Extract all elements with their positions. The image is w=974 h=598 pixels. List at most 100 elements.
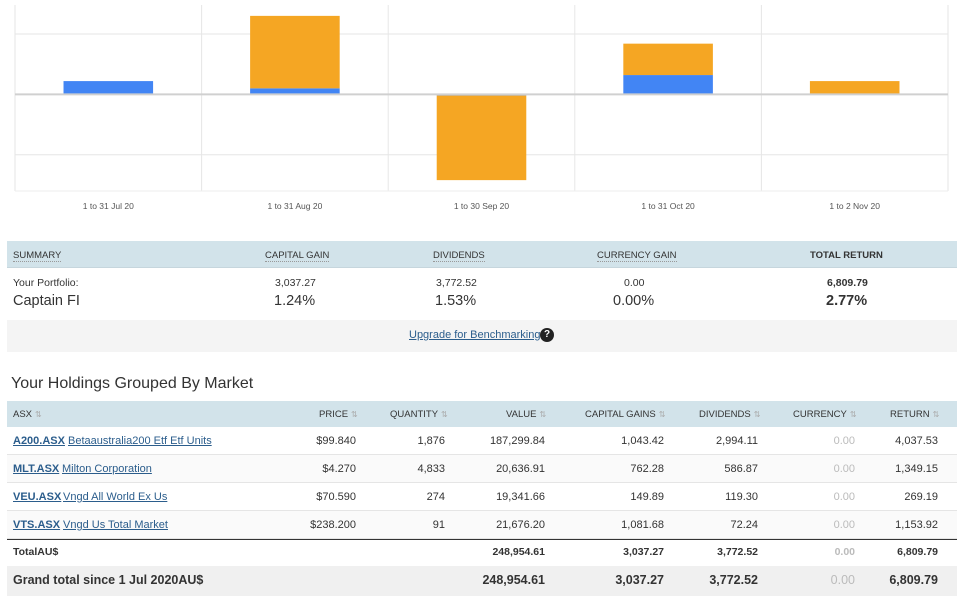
- summary-panel: SUMMARY CAPITAL GAIN DIVIDENDS CURRENCY …: [7, 241, 957, 352]
- capital-gain-pct: 1.24%: [274, 293, 316, 309]
- holding-dividends: 2,994.11: [715, 435, 758, 447]
- dividends-value: 3,772.52: [436, 277, 477, 289]
- holding-return: 1,349.15: [895, 463, 938, 475]
- dividends-pct: 1.53%: [435, 293, 477, 309]
- col-return[interactable]: RETURN ⇅: [890, 409, 939, 420]
- holding-ticker-link[interactable]: MLT.ASX: [13, 463, 60, 475]
- sort-icon: ⇅: [35, 410, 42, 419]
- holding-price: $99.840: [316, 435, 356, 447]
- holding-ticker-link[interactable]: VTS.ASX: [13, 519, 61, 531]
- x-tick-label: 1 to 31 Jul 20: [83, 201, 134, 211]
- sort-icon: ⇅: [932, 410, 940, 419]
- col-market-label: ASX: [13, 409, 33, 420]
- upgrade-benchmarking-link[interactable]: Upgrade for Benchmarking: [409, 329, 541, 341]
- upgrade-bar: Upgrade for Benchmarking ?: [7, 320, 957, 352]
- x-tick-label: 1 to 31 Aug 20: [267, 201, 322, 211]
- bar-segment: [250, 15, 340, 89]
- total-currency: 0.00: [834, 546, 855, 558]
- holding-return: 1,153.92: [895, 519, 938, 531]
- holding-capital-gains: 1,043.42: [621, 435, 664, 447]
- holding-ticker-link[interactable]: VEU.ASX: [13, 491, 62, 503]
- holding-dividends: 586.87: [724, 463, 758, 475]
- currency-gain-pct: 0.00%: [613, 293, 655, 309]
- holding-currency: 0.00: [833, 435, 855, 447]
- sort-icon: ⇅: [753, 410, 761, 419]
- total-return-pct: 2.77%: [826, 293, 868, 309]
- col-price-label: PRICE: [319, 409, 349, 420]
- total-row: TotalAU$ 248,954.61 3,037.27 3,772.52 0.…: [7, 539, 957, 566]
- bar-segment: [809, 81, 900, 95]
- sort-icon: ⇅: [539, 410, 547, 419]
- holdings-title: Your Holdings Grouped By Market: [11, 375, 254, 392]
- x-tick-label: 1 to 2 Nov 20: [829, 201, 880, 211]
- summary-header: SUMMARY CAPITAL GAIN DIVIDENDS CURRENCY …: [7, 241, 957, 268]
- total-dividends: 3,772.52: [717, 546, 758, 558]
- portfolio-label: Your Portfolio:: [13, 277, 79, 289]
- holding-currency: 0.00: [833, 519, 855, 531]
- total-return: 6,809.79: [897, 546, 938, 558]
- holding-currency: 0.00: [833, 463, 855, 475]
- grand-total-return: 6,809.79: [889, 573, 938, 587]
- x-tick-label: 1 to 31 Oct 20: [641, 201, 695, 211]
- grand-total-currency: 0.00: [830, 573, 855, 587]
- col-value-label: VALUE: [506, 409, 537, 420]
- holding-name-link[interactable]: Vngd Us Total Market: [63, 519, 168, 531]
- col-dividends-label: DIVIDENDS: [699, 409, 751, 420]
- holding-quantity: 1,876: [417, 435, 445, 447]
- table-row: MLT.ASX Milton Corporation $4.270 4,833 20,6…: [7, 455, 957, 483]
- holding-dividends: 119.30: [725, 491, 758, 503]
- col-currency[interactable]: CURRENCY ⇅: [793, 409, 857, 420]
- holding-dividends: 72.24: [730, 519, 758, 531]
- holdings-header-row: ASX ⇅ PRICE ⇅ QUANTITY ⇅ VALUE ⇅ CAPITAL GAI…: [7, 401, 957, 427]
- table-row: VEU.ASX Vngd All World Ex Us $70.590 274 19,…: [7, 483, 957, 511]
- total-return-header: TOTAL RETURN: [810, 250, 883, 261]
- col-capital-gains[interactable]: CAPITAL GAINS ⇅: [585, 409, 665, 420]
- col-capital-gains-label: CAPITAL GAINS: [585, 409, 656, 420]
- col-value[interactable]: VALUE ⇅: [506, 409, 546, 420]
- dividends-header: DIVIDENDS: [433, 250, 485, 262]
- help-icon[interactable]: ?: [540, 328, 554, 342]
- col-dividends[interactable]: DIVIDENDS ⇅: [699, 409, 760, 420]
- bar-segment: [623, 75, 713, 95]
- total-return-value: 6,809.79: [827, 277, 868, 289]
- grand-total-row: Grand total since 1 Jul 2020AU$ 248,954.…: [7, 566, 957, 596]
- holding-capital-gains: 149.89: [630, 491, 664, 503]
- col-quantity[interactable]: QUANTITY ⇅: [390, 409, 448, 420]
- holding-quantity: 274: [426, 491, 445, 503]
- bar-segment: [250, 88, 340, 95]
- grand-total-capital-gains: 3,037.27: [615, 573, 664, 587]
- grand-total-dividends: 3,772.52: [709, 573, 758, 587]
- holding-name-link[interactable]: Milton Corporation: [62, 463, 152, 475]
- sort-icon: ⇅: [658, 410, 666, 419]
- capital-gain-header: CAPITAL GAIN: [265, 250, 330, 262]
- holdings-table: ASX ⇅ PRICE ⇅ QUANTITY ⇅ VALUE ⇅ CAPITAL GAI…: [7, 401, 957, 596]
- col-return-label: RETURN: [890, 409, 930, 420]
- holding-name-link[interactable]: Betaaustralia200 Etf Etf Units: [68, 435, 212, 447]
- holding-return: 269.19: [904, 491, 938, 503]
- holding-value: 187,299.84: [489, 435, 545, 447]
- holding-value: 20,636.91: [496, 463, 545, 475]
- col-market[interactable]: ASX ⇅: [13, 409, 42, 420]
- holding-name-link[interactable]: Vngd All World Ex Us: [63, 491, 168, 503]
- total-value: 248,954.61: [492, 546, 545, 558]
- capital-gain-value: 3,037.27: [275, 277, 316, 289]
- total-label: TotalAU$: [13, 546, 59, 558]
- table-row: A200.ASX Betaaustralia200 Etf Etf Units $9…: [7, 427, 957, 455]
- summary-header-label: SUMMARY: [13, 250, 62, 262]
- holding-capital-gains: 1,081.68: [621, 519, 664, 531]
- performance-bar-chart: 1 to 31 Jul 20 1 to 31 Aug 20 1 to 30 Sep …: [14, 5, 949, 211]
- sort-icon: ⇅: [351, 410, 358, 419]
- holding-value: 21,676.20: [496, 519, 545, 531]
- currency-gain-value: 0.00: [624, 277, 645, 289]
- holding-value: 19,341.66: [496, 491, 545, 503]
- holding-quantity: 4,833: [417, 463, 445, 475]
- holding-ticker-link[interactable]: A200.ASX: [13, 435, 65, 447]
- bar-segment: [623, 43, 713, 76]
- col-price[interactable]: PRICE ⇅: [319, 409, 358, 420]
- portfolio-name: Captain FI: [13, 293, 80, 309]
- grand-total-value: 248,954.61: [482, 573, 545, 587]
- bar-segment: [436, 95, 527, 181]
- x-tick-label: 1 to 30 Sep 20: [454, 201, 510, 211]
- holding-price: $4.270: [322, 463, 356, 475]
- holding-price: $70.590: [316, 491, 356, 503]
